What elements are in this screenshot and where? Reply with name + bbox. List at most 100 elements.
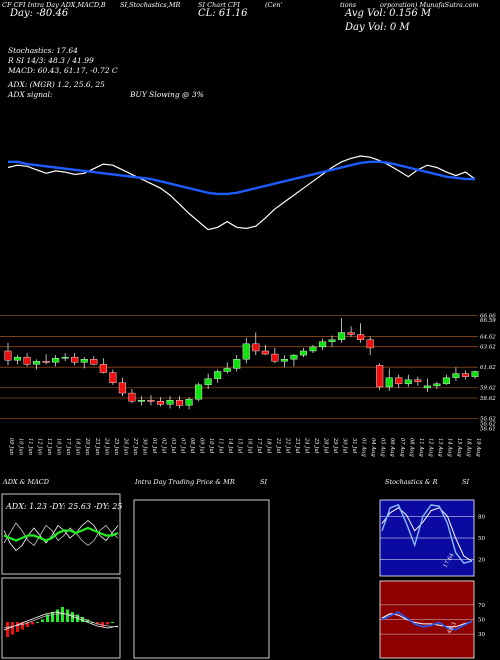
date-label: 22 Jul: [284, 437, 290, 454]
price-label: 56.62: [480, 417, 496, 423]
candle-body: [147, 400, 155, 402]
candle-body: [80, 359, 88, 363]
date-label: 11 Jul: [218, 438, 224, 454]
candle-body: [71, 356, 79, 363]
date-label: 05 Aug: [380, 438, 386, 457]
candle-body: [195, 384, 203, 400]
avg-volume: Avg Vol: 0.156 M: [345, 8, 432, 19]
date-label: 20 Jun: [84, 437, 90, 455]
price-label: 61.62: [480, 365, 496, 371]
candle-body: [414, 379, 422, 382]
mrsi-panel-title-a: Intra Day Trading Price & MR: [135, 478, 235, 486]
date-label: 25 Jun: [113, 437, 119, 455]
date-label: 30 Jun: [141, 438, 147, 455]
date-label: 24 Jul: [303, 437, 309, 454]
candle-body: [423, 385, 431, 389]
header-piece-0: CF CFI Intra Day ADX,MACD,B: [2, 1, 106, 9]
date-label: 10 Jul: [208, 438, 214, 454]
candle-body: [99, 364, 107, 373]
price-label: 56.62: [480, 422, 496, 428]
date-label: 17 Jul: [256, 438, 262, 454]
rsi-tick: 30: [478, 632, 485, 638]
candle-body: [461, 373, 470, 377]
date-label: 12 Aug: [427, 438, 433, 457]
adx-panel-values: ADX: 1.23 -DY: 25.63 -DY: 25: [6, 502, 123, 511]
date-label: 14 Jul: [227, 438, 233, 454]
date-label: 14 Aug: [446, 438, 452, 457]
candle-body: [61, 356, 69, 359]
stoch-panel-title-a: Stochastics & R: [385, 478, 438, 486]
candle-body: [166, 400, 174, 405]
macd-signal-line: [3, 613, 119, 629]
date-label: 17 Jun: [65, 438, 71, 455]
macd-histogram-bar: [61, 607, 64, 622]
candle-body: [366, 339, 374, 349]
date-label: 06 Aug: [389, 438, 395, 457]
adx-value: ADX: (MGR) 1.2, 25.6, 25: [8, 80, 105, 89]
candle-body: [156, 401, 165, 405]
date-label: 10 Jun: [18, 438, 24, 455]
date-label: 01 Aug: [361, 438, 367, 457]
date-label: 15 Jul: [237, 438, 243, 454]
macd-histogram-bar: [36, 622, 39, 623]
stoch-d-line: [381, 507, 473, 562]
macd-histogram-bar: [21, 622, 24, 630]
adx-di-plus-line: [3, 519, 119, 552]
candle-body: [214, 371, 222, 379]
stoch-tick: 50: [478, 536, 485, 542]
date-label: 16 Jun: [56, 438, 62, 455]
candle-body: [357, 334, 365, 340]
date-label: 07 Aug: [399, 438, 405, 457]
candle-body: [33, 361, 41, 365]
candle-body: [309, 346, 317, 352]
macd-histogram-bar: [56, 609, 59, 622]
day-volume: Day Vol: 0 M: [345, 22, 410, 33]
header-piece-1: SI,Stochastics,MR: [120, 1, 181, 9]
date-label: 26 Jun: [122, 437, 128, 455]
candle-body: [385, 377, 393, 388]
header-piece-5: orporation) MunafaSutra.com: [380, 1, 479, 9]
candle-body: [347, 332, 355, 335]
candle-body: [109, 372, 117, 383]
header-piece-3: (Cen’: [265, 1, 283, 9]
macd-histogram-bar: [81, 617, 84, 622]
date-label: 15 Aug: [456, 438, 462, 457]
macd-histogram-bar: [31, 622, 34, 625]
date-label: 18 Aug: [465, 438, 471, 457]
candle-body: [271, 353, 279, 362]
date-label: 08 Aug: [408, 438, 414, 457]
candle-body: [185, 399, 193, 406]
date-label: 21 Jul: [275, 437, 281, 454]
rsi-avg-line: [381, 613, 473, 628]
macd-histogram-bar: [11, 622, 14, 635]
price-label: 64.62: [480, 334, 496, 340]
macd-histogram-bar: [66, 609, 69, 622]
date-label: 16 Jul: [246, 438, 252, 454]
candle-body: [42, 361, 50, 363]
candle-body: [338, 332, 346, 340]
overlay-white-line: [7, 155, 476, 231]
macd-line: [3, 611, 119, 631]
rsi-value: R SI 14/3: 48.3 / 41.99: [8, 56, 94, 65]
candle-body: [204, 378, 212, 386]
stochastics-value: Stochastics: 17.64: [8, 46, 78, 55]
candle-body: [13, 356, 22, 361]
day-change: Day: -80.46: [10, 8, 69, 19]
macd-histogram-bar: [41, 619, 44, 622]
stoch-tick: 20: [478, 558, 485, 564]
rsi-tick: 50: [478, 618, 485, 624]
date-label: 02 Jul: [160, 438, 166, 454]
candle-body: [280, 359, 288, 362]
rsi-current-value: 48.3: [447, 621, 459, 635]
macd-value: MACD: 60.43, 61.17, -0.72 C: [8, 66, 118, 75]
rsi-line: [381, 611, 473, 631]
date-label: 04 Aug: [370, 438, 376, 457]
candle-body: [395, 377, 403, 385]
date-label: 30 Jul: [342, 438, 348, 454]
macd-histogram-bar: [51, 612, 54, 622]
candle-body: [176, 400, 184, 406]
date-label: 12 Jun: [37, 438, 43, 455]
price-label: 66.66: [480, 313, 496, 319]
price-label: 66.59: [480, 318, 496, 324]
